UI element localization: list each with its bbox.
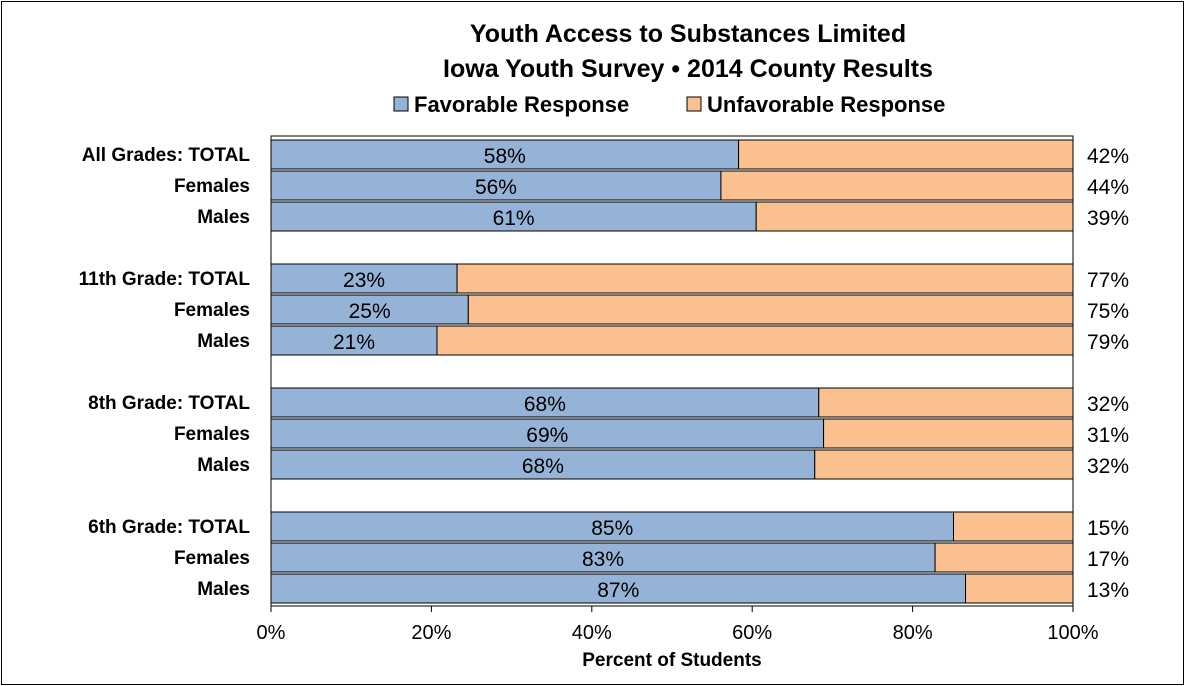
- bar-favorable: [270, 511, 955, 542]
- data-label-unfavorable: 44%: [1087, 176, 1129, 199]
- x-tick-label: 80%: [893, 622, 933, 644]
- data-label-favorable: 68%: [524, 393, 566, 416]
- data-label-favorable: 69%: [526, 424, 568, 447]
- data-label-unfavorable: 32%: [1087, 455, 1129, 478]
- bar-unfavorable: [456, 263, 1074, 294]
- data-label-favorable: 61%: [493, 207, 535, 230]
- x-axis-label: Percent of Students: [582, 650, 761, 671]
- category-label: All Grades: TOTAL: [82, 145, 251, 166]
- data-label-favorable: 25%: [349, 300, 391, 323]
- bar-unfavorable: [965, 573, 1074, 604]
- data-label-unfavorable: 13%: [1087, 579, 1129, 602]
- bar-favorable: [270, 418, 825, 449]
- data-label-unfavorable: 79%: [1087, 331, 1129, 354]
- bar-favorable: [270, 139, 740, 170]
- bar-unfavorable: [755, 201, 1074, 232]
- category-label: 6th Grade: TOTAL: [88, 517, 250, 538]
- x-tick-label: 20%: [411, 622, 451, 644]
- data-label-unfavorable: 39%: [1087, 207, 1129, 230]
- bar-favorable: [270, 201, 757, 232]
- data-label-unfavorable: 42%: [1087, 145, 1129, 168]
- bar-unfavorable: [467, 294, 1074, 325]
- category-label: 11th Grade: TOTAL: [79, 269, 251, 290]
- plot-border: [270, 135, 1074, 607]
- bar-favorable: [270, 263, 458, 294]
- category-label: 8th Grade: TOTAL: [88, 393, 250, 414]
- chart-subtitle: Iowa Youth Survey • 2014 County Results: [443, 55, 933, 83]
- legend-swatch-favorable: [393, 96, 409, 112]
- data-label-unfavorable: 15%: [1087, 517, 1129, 540]
- bar-unfavorable: [436, 325, 1074, 356]
- bar-unfavorable: [720, 170, 1074, 201]
- x-tick-label: 40%: [572, 622, 612, 644]
- category-label: Females: [174, 300, 250, 321]
- data-label-favorable: 21%: [333, 331, 375, 354]
- data-label-favorable: 68%: [522, 455, 564, 478]
- category-label: Males: [197, 579, 250, 600]
- x-tick-label: 0%: [257, 622, 286, 644]
- data-label-favorable: 87%: [597, 579, 639, 602]
- category-label: Females: [174, 548, 250, 569]
- chart-title: Youth Access to Substances Limited: [470, 20, 906, 48]
- bar-favorable: [270, 449, 816, 480]
- bar-unfavorable: [823, 418, 1074, 449]
- bar-unfavorable: [738, 139, 1074, 170]
- category-label: Males: [197, 455, 250, 476]
- plot-area: 58% 42% All Grades: TOTAL 56% 44% Females 61% 3…: [79, 135, 1129, 644]
- bar-unfavorable: [814, 449, 1074, 480]
- bar-favorable: [270, 387, 820, 418]
- category-label: Males: [197, 207, 250, 228]
- legend-label-unfavorable: Unfavorable Response: [707, 92, 945, 117]
- bar-favorable: [270, 325, 438, 356]
- data-label-favorable: 85%: [591, 517, 633, 540]
- category-label: Females: [174, 176, 250, 197]
- legend-swatch-unfavorable: [686, 96, 702, 112]
- data-label-unfavorable: 77%: [1087, 269, 1129, 292]
- x-tick-label: 60%: [732, 622, 772, 644]
- bar-unfavorable: [934, 542, 1074, 573]
- data-label-favorable: 83%: [582, 548, 624, 571]
- legend-label-favorable: Favorable Response: [414, 92, 629, 117]
- data-label-favorable: 56%: [475, 176, 517, 199]
- bar-favorable: [270, 573, 967, 604]
- bar-favorable: [270, 542, 936, 573]
- data-label-favorable: 58%: [484, 145, 526, 168]
- category-label: Males: [197, 331, 250, 352]
- x-tick-label: 100%: [1047, 622, 1098, 644]
- data-label-unfavorable: 75%: [1087, 300, 1129, 323]
- data-label-favorable: 23%: [343, 269, 385, 292]
- bar-unfavorable: [818, 387, 1074, 418]
- bar-favorable: [270, 294, 469, 325]
- data-label-unfavorable: 31%: [1087, 424, 1129, 447]
- data-label-unfavorable: 17%: [1087, 548, 1129, 571]
- bar-unfavorable: [953, 511, 1074, 542]
- category-label: Females: [174, 424, 250, 445]
- data-label-unfavorable: 32%: [1087, 393, 1129, 416]
